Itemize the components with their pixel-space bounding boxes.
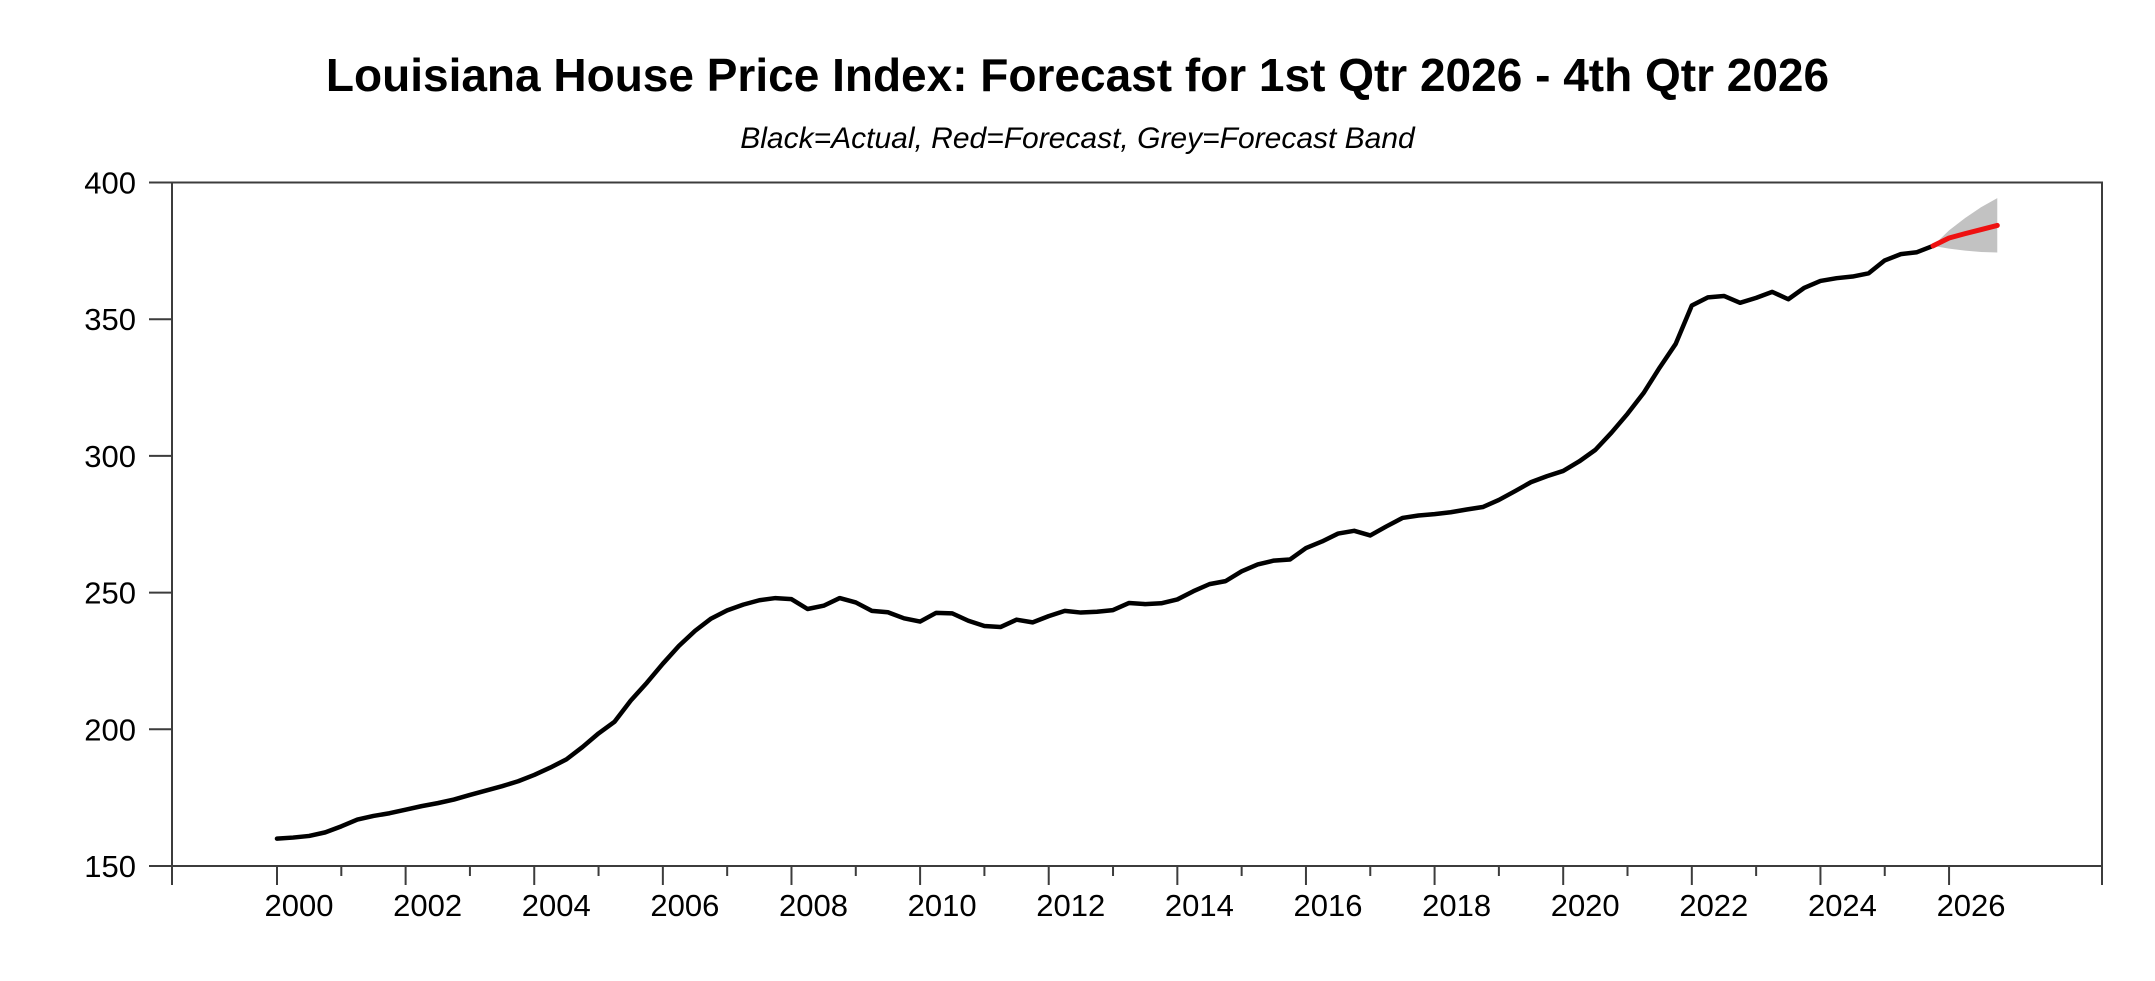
y-tick-label: 300 [84,439,136,474]
x-tick-label: 2024 [1808,888,1877,923]
plot-frame [171,181,2103,867]
x-tick-label: 2008 [779,888,848,923]
x-tick-label: 2002 [393,888,462,923]
x-tick-label: 2000 [265,888,334,923]
x-tick-label: 2018 [1422,888,1491,923]
x-tick-label: 2016 [1293,888,1362,923]
x-tick-label: 2014 [1165,888,1234,923]
y-tick-label: 150 [84,849,136,884]
x-tick-label: 2022 [1679,888,1748,923]
y-tick-label: 350 [84,302,136,337]
x-tick-label: 2012 [1036,888,1105,923]
x-tick-label: 2020 [1551,888,1620,923]
chart-title: Louisiana House Price Index: Forecast fo… [325,49,1830,101]
chart-subtitle: Black=Actual, Red=Forecast, Grey=Forecas… [740,122,1415,155]
forecast-band-area [1932,198,1998,253]
forecast-series-line [1930,222,2000,249]
x-tick-label: 2010 [908,888,977,923]
y-tick-label: 400 [84,166,136,201]
y-tick-label: 250 [84,576,136,611]
x-tick-label: 2004 [522,888,591,923]
actual-series-line [274,243,1936,841]
x-tick-label: 2006 [650,888,719,923]
y-tick-label: 200 [84,712,136,747]
x-tick-label: 2026 [1937,888,2006,923]
